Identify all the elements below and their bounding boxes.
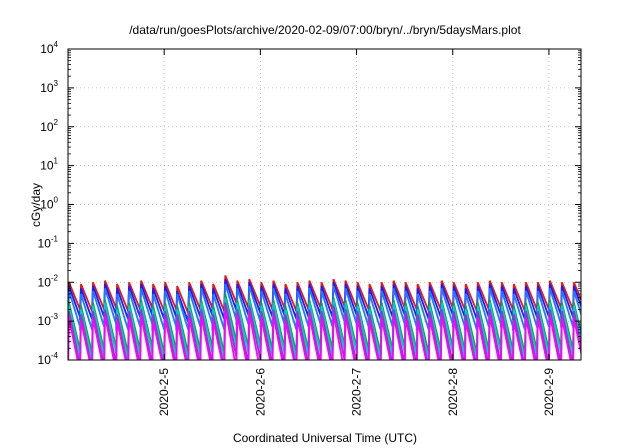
y-tick-label: 10-1 <box>38 234 59 250</box>
series-layer <box>68 275 581 360</box>
y-tick-label: 10-2 <box>38 273 59 289</box>
x-tick-label: 2020-2-7 <box>350 368 364 416</box>
x-tick-label: 2020-2-9 <box>542 368 556 416</box>
y-axis: 10-4 10-3 10-2 10-1 100 101 102 103 104 <box>38 40 581 367</box>
y-axis-label: cGy/day <box>29 183 43 227</box>
x-tick-label: 2020-2-5 <box>157 368 171 416</box>
x-axis-label: Coordinated Universal Time (UTC) <box>233 431 417 445</box>
y-tick-label: 10-3 <box>38 312 59 328</box>
y-tick-label: 102 <box>40 118 58 134</box>
x-tick-label: 2020-2-8 <box>446 368 460 416</box>
y-tick-label: 101 <box>40 157 58 173</box>
chart-title: /data/run/goesPlots/archive/2020-02-09/0… <box>129 23 521 37</box>
x-tick-label: 2020-2-6 <box>253 368 267 416</box>
series-line <box>68 309 581 360</box>
y-tick-label: 103 <box>40 79 58 95</box>
x-axis: 2020-2-5 2020-2-6 2020-2-7 2020-2-8 2020-2-9 <box>157 49 556 416</box>
y-tick-label: 100 <box>40 196 58 212</box>
y-tick-label: 10-4 <box>38 351 59 367</box>
y-tick-label: 104 <box>40 40 58 56</box>
